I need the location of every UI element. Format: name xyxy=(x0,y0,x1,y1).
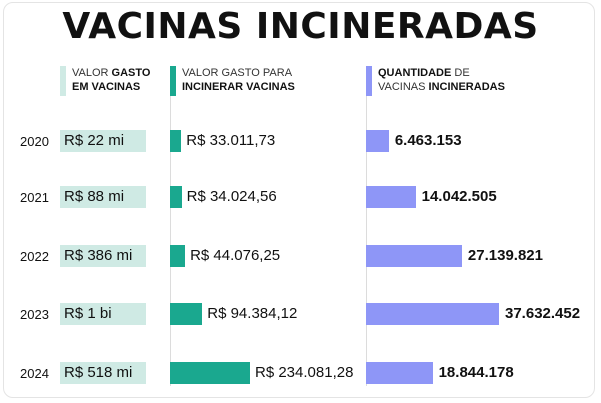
header-gasto-bold: GASTO xyxy=(111,67,151,79)
valor-gasto-cell: R$ 386 mi xyxy=(60,245,146,267)
header-quantidade-bold-2: INCINERADAS xyxy=(428,81,505,93)
valor-gasto-cell: R$ 22 mi xyxy=(60,130,146,152)
bar-quantidade-label: 27.139.821 xyxy=(467,247,543,264)
year-label: 2022 xyxy=(20,249,49,264)
bar-incinerar xyxy=(170,303,203,325)
chart-title: VACINAS INCINERADAS xyxy=(62,6,539,47)
year-label: 2023 xyxy=(20,307,49,322)
header-gasto-bold-2: EM VACINAS xyxy=(72,81,141,93)
bar-quantidade xyxy=(366,130,389,152)
bar-incinerar xyxy=(170,130,182,152)
bar-incinerar xyxy=(170,362,250,384)
legend-marker-incinerar xyxy=(170,66,176,96)
bar-quantidade-label: 6.463.153 xyxy=(394,132,462,149)
legend-marker-quantidade xyxy=(366,66,372,96)
header-incinerar-bold: INCINERAR VACINAS xyxy=(182,81,295,93)
legend-marker-gasto xyxy=(60,66,66,96)
header-incinerar-text: VALOR GASTO PARA xyxy=(182,67,293,79)
bar-quantidade xyxy=(366,245,462,267)
valor-gasto-cell: R$ 1 bi xyxy=(60,303,146,325)
header-valor-gasto: VALOR GASTO EM VACINAS xyxy=(60,66,150,96)
axis-line-quantidade xyxy=(366,96,367,386)
header-quantidade-text-2: VACINAS xyxy=(378,81,429,93)
year-label: 2020 xyxy=(20,134,49,149)
bar-incinerar-label: R$ 44.076,25 xyxy=(190,247,281,264)
bar-incinerar-label: R$ 94.384,12 xyxy=(207,305,298,322)
year-label: 2021 xyxy=(20,190,49,205)
header-gasto-text: VALOR xyxy=(72,67,112,79)
valor-gasto-cell: R$ 88 mi xyxy=(60,186,146,208)
header-quantidade-bold: QUANTIDADE xyxy=(378,67,452,79)
bar-quantidade-label: 18.844.178 xyxy=(438,364,514,381)
bar-quantidade xyxy=(366,186,416,208)
axis-line-incinerar xyxy=(170,96,171,386)
bar-incinerar-label: R$ 34.024,56 xyxy=(186,188,277,205)
valor-gasto-cell: R$ 518 mi xyxy=(60,362,146,384)
header-incinerar: VALOR GASTO PARA INCINERAR VACINAS xyxy=(170,66,295,96)
bar-incinerar xyxy=(170,186,182,208)
bar-incinerar-label: R$ 234.081,28 xyxy=(255,364,354,381)
bar-incinerar-label: R$ 33.011,73 xyxy=(186,132,276,149)
bar-quantidade-label: 37.632.452 xyxy=(505,305,581,322)
bar-quantidade xyxy=(366,303,499,325)
bar-quantidade xyxy=(366,362,433,384)
year-label: 2024 xyxy=(20,366,49,381)
header-quantidade: QUANTIDADE DE VACINAS INCINERADAS xyxy=(366,66,505,96)
header-quantidade-text: DE xyxy=(451,67,470,79)
bar-quantidade-label: 14.042.505 xyxy=(421,188,497,205)
bar-incinerar xyxy=(170,245,186,267)
